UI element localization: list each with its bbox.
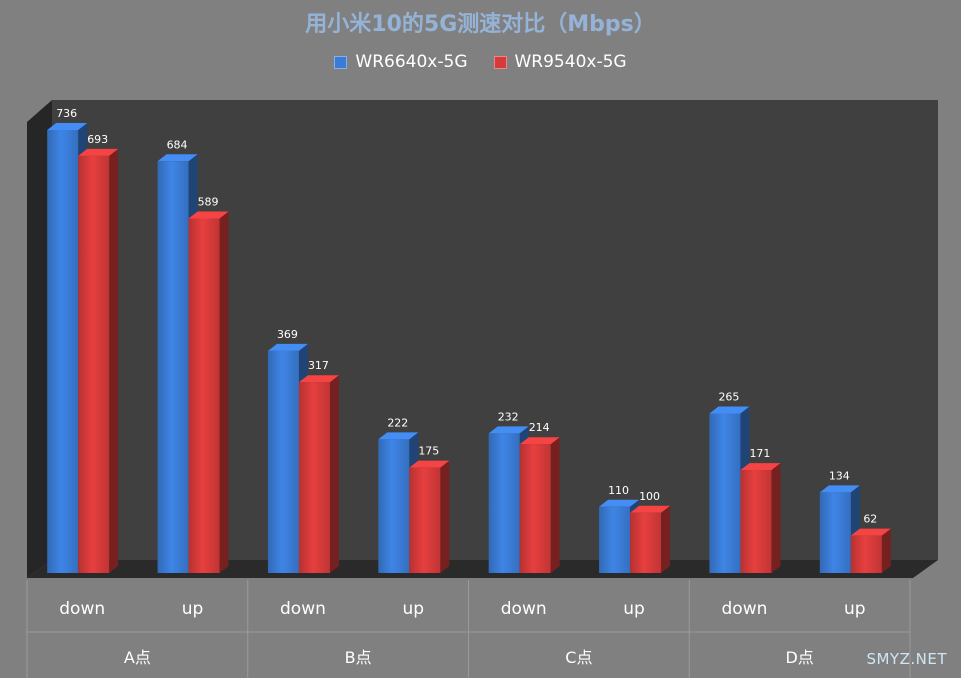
bar (709, 413, 741, 573)
legend-label-series-2: WR9540x-5G (514, 52, 627, 72)
x-tick-label: down (501, 599, 547, 619)
bar (819, 492, 851, 573)
data-label: 134 (829, 469, 850, 482)
bar (298, 382, 330, 573)
bar (599, 506, 631, 573)
bar (47, 130, 79, 573)
chart-title: 用小米10的5G测速对比（Mbps） (305, 12, 656, 37)
legend-item-series-2: WR9540x-5G (493, 52, 627, 72)
bar-top (740, 463, 781, 471)
watermark: SMYZ.NET (866, 650, 947, 668)
data-label: 171 (749, 447, 770, 460)
bar-top (488, 426, 529, 434)
x-tick-label: down (280, 599, 326, 619)
bar (519, 444, 551, 573)
bar-top (157, 154, 198, 162)
legend-item-series-1: WR6640x-5G (334, 52, 468, 72)
data-label: 110 (608, 484, 629, 497)
data-label: 693 (87, 133, 108, 146)
bar (188, 218, 220, 573)
bar-top (298, 375, 339, 383)
data-label: 175 (418, 445, 439, 458)
x-group-label: C点 (565, 648, 592, 667)
x-group-label: A点 (124, 648, 151, 667)
bar-top (519, 437, 560, 445)
bar-side (329, 375, 339, 573)
bar-side (219, 211, 229, 573)
x-tick-label: down (722, 599, 768, 619)
bar-top (630, 505, 671, 513)
data-label: 265 (718, 390, 739, 403)
data-label: 232 (498, 410, 519, 423)
data-label: 100 (639, 490, 660, 503)
data-label: 214 (529, 421, 550, 434)
legend-swatch-red (493, 55, 507, 69)
bar-top (850, 528, 891, 536)
bar (267, 350, 299, 573)
bar-top (378, 432, 419, 440)
bar-side (109, 148, 119, 574)
data-label: 62 (863, 513, 877, 526)
x-tick-label: up (623, 599, 645, 619)
bar (740, 470, 772, 573)
bar-top (709, 406, 750, 414)
data-label: 736 (56, 107, 77, 120)
bar (378, 439, 410, 573)
x-group-label: B点 (345, 648, 372, 667)
bar-side (661, 505, 671, 573)
bar (78, 155, 110, 574)
bar (157, 161, 189, 573)
data-label: 369 (277, 328, 298, 341)
bar-side (881, 528, 891, 573)
data-label: 684 (167, 138, 188, 151)
data-label: 222 (387, 416, 408, 429)
bar-side (550, 437, 560, 573)
bar (850, 535, 882, 573)
bar (630, 512, 662, 573)
x-tick-label: up (403, 599, 425, 619)
x-tick-label: down (59, 599, 105, 619)
bar-top (47, 123, 88, 130)
x-group-label: D点 (785, 648, 813, 667)
bar (488, 433, 520, 573)
legend-label-series-1: WR6640x-5G (355, 52, 468, 72)
data-label: 317 (308, 359, 329, 372)
legend: WR6640x-5G WR9540x-5G (0, 52, 961, 72)
bar-top (188, 211, 229, 219)
bar (409, 467, 441, 573)
bar-top (267, 343, 308, 351)
chart-side-wall (27, 100, 52, 578)
bar-side (771, 463, 781, 573)
data-label: 589 (198, 195, 219, 208)
bar-top (78, 148, 119, 156)
bar-side (440, 460, 450, 573)
bar-top (819, 485, 860, 493)
x-tick-label: up (182, 599, 204, 619)
bar-top (409, 460, 450, 468)
legend-swatch-blue (334, 55, 348, 69)
bar-top (599, 499, 640, 507)
x-tick-label: up (844, 599, 866, 619)
